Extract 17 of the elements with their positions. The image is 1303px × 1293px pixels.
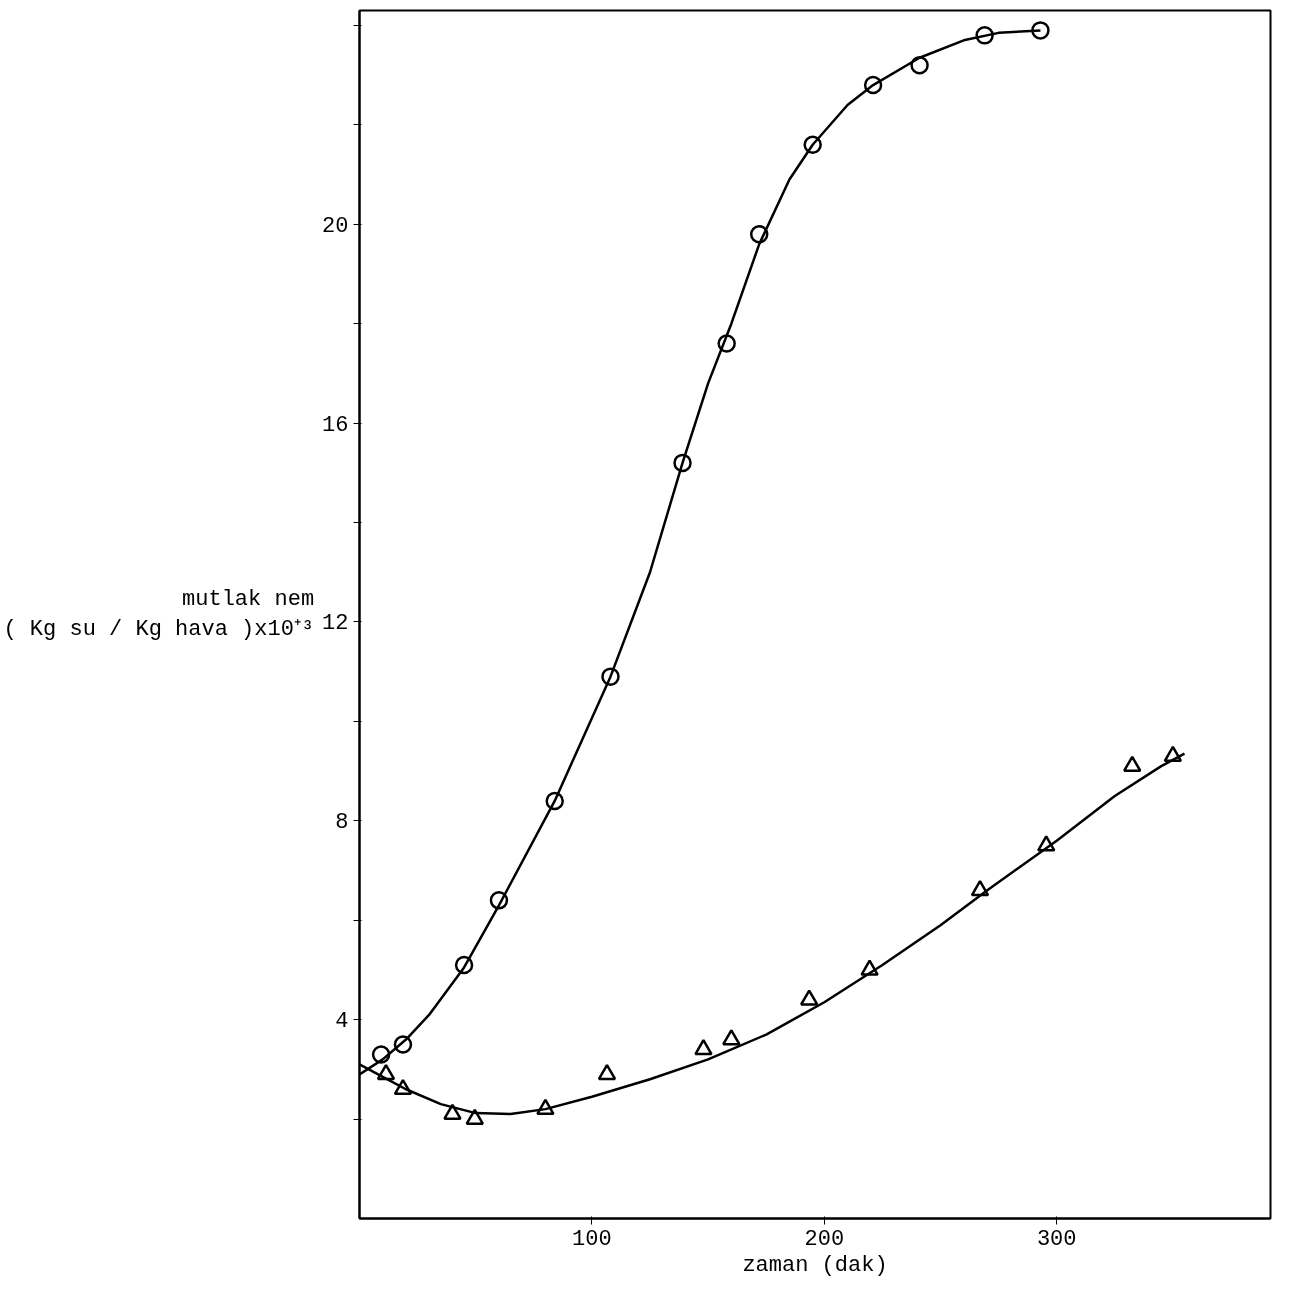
y-tick-label: 8 xyxy=(335,810,349,836)
point xyxy=(694,1038,713,1056)
x-tick-label: 300 xyxy=(1036,1226,1077,1252)
point xyxy=(799,989,819,1006)
y-tick-label: 4 xyxy=(335,1009,349,1035)
point xyxy=(722,1029,741,1046)
x-axis-title: zaman (dak) xyxy=(742,1252,888,1278)
x-tick-label: 200 xyxy=(804,1226,845,1252)
y-tick-label: 16 xyxy=(322,412,349,438)
point xyxy=(1122,755,1142,772)
point xyxy=(465,1108,485,1125)
y-axis-title: mutlak nem ( Kg su / Kg hava )x10⁺³ xyxy=(3,587,315,642)
point xyxy=(443,1103,462,1120)
x-tick-label: 100 xyxy=(572,1226,612,1252)
point xyxy=(597,1063,617,1081)
y-tick-label: 20 xyxy=(322,213,349,239)
y-tick-label: 12 xyxy=(322,611,349,637)
